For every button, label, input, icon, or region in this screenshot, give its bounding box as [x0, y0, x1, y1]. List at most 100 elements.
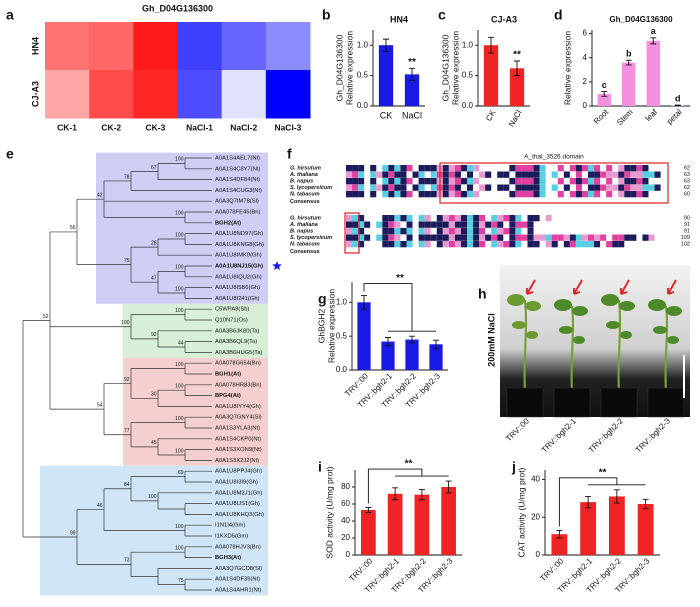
leaf-label: A0A1S4AEL7(Nt): [215, 156, 260, 162]
residue: [418, 215, 425, 222]
bootstrap-value: 100: [148, 494, 157, 500]
panel-letter: e: [6, 146, 14, 162]
residue: [346, 191, 353, 198]
species-name: S. lycopersicum: [290, 235, 332, 241]
residue: [654, 171, 661, 178]
y-axis-label: Relative expression: [562, 31, 572, 105]
error-bar: [556, 529, 563, 539]
residue: [569, 178, 576, 185]
arrow: [620, 279, 630, 295]
residue: [636, 184, 643, 191]
species-name: B. napus: [290, 178, 313, 184]
error-bar: [488, 36, 494, 54]
residue: [569, 191, 576, 198]
residue: [382, 165, 389, 172]
residue: [346, 221, 353, 228]
residue: [400, 184, 407, 191]
residue: [527, 228, 534, 235]
residue: [479, 171, 486, 178]
residue: [352, 241, 359, 248]
significance-letter: a: [651, 26, 657, 36]
residue: [485, 171, 492, 178]
residue: [358, 184, 365, 191]
residue: [509, 234, 516, 241]
residue: [442, 191, 449, 198]
residue: [467, 178, 474, 185]
residue: [424, 215, 431, 222]
residue: [394, 221, 401, 228]
residue: [346, 171, 353, 178]
residue: [642, 178, 649, 185]
residue: [406, 165, 413, 172]
residue: [376, 221, 383, 228]
heatmap-cell: [133, 22, 178, 71]
residue: [388, 184, 395, 191]
column-label: CK-2: [101, 122, 121, 132]
residue: [606, 178, 613, 185]
chart-title: CJ-A3: [491, 14, 517, 24]
stem: [617, 299, 622, 393]
residue: [352, 228, 359, 235]
residue: [364, 234, 371, 241]
bar: [405, 339, 419, 370]
residue: [418, 228, 425, 235]
leaf-label: A0A1U8KNG8(Gh): [215, 242, 264, 248]
y-tick-label: 0.0: [357, 101, 369, 110]
leaf-label: A0A1U8IYY4(Gh): [215, 404, 261, 410]
residue: [448, 178, 455, 185]
residue: [479, 184, 486, 191]
residue: [358, 165, 365, 172]
bar: [378, 45, 394, 106]
residue: [467, 184, 474, 191]
residue: [648, 171, 655, 178]
error-bar: [383, 38, 389, 52]
residue: [406, 228, 413, 235]
residue: [642, 234, 649, 241]
y-tick-label: 1.0: [357, 40, 369, 49]
x-tick-label: CK: [484, 108, 498, 123]
residue: [473, 241, 480, 248]
residue: [588, 184, 595, 191]
residue: [533, 215, 540, 222]
bootstrap-value: 100: [175, 416, 184, 422]
heatmap-cell: [265, 70, 311, 119]
leaf-label: A0A1S4CKP0(Nt): [215, 436, 261, 442]
species-name: B. napus: [290, 228, 313, 234]
residue: [436, 228, 443, 235]
residue: [473, 165, 480, 172]
x-tick-label: NaCl: [507, 108, 524, 128]
x-tick-label: CK: [380, 110, 393, 120]
significance: **: [405, 459, 413, 470]
residue: [485, 221, 492, 228]
residue: [418, 234, 425, 241]
residue: [624, 184, 631, 191]
residue: [460, 228, 467, 235]
leaf-label: BGH2(At): [215, 220, 241, 226]
y-tick-label: 20: [531, 512, 540, 521]
residue: [515, 184, 522, 191]
star: [272, 261, 282, 270]
significance: **: [513, 50, 521, 61]
residue: [521, 171, 528, 178]
residue: [364, 221, 371, 228]
residue: [394, 184, 401, 191]
residue: [418, 191, 425, 198]
residue: [394, 215, 401, 222]
residue: [346, 215, 353, 222]
residue: [400, 241, 407, 248]
residue: [436, 241, 443, 248]
residue: [612, 234, 619, 241]
bootstrap-value: 84: [124, 482, 130, 488]
leaf: [620, 331, 632, 339]
residue: [581, 191, 588, 198]
residue: [400, 165, 407, 172]
leaf-label: A0A1S4AHR1(Nt): [215, 588, 261, 594]
pot: [553, 387, 591, 418]
bootstrap-value: 28: [151, 240, 157, 246]
residue: [400, 228, 407, 235]
residue: [454, 221, 461, 228]
residue: [467, 171, 474, 178]
residue: [545, 234, 552, 241]
species-name: N. tabacum: [290, 241, 320, 247]
residue: [388, 228, 395, 235]
